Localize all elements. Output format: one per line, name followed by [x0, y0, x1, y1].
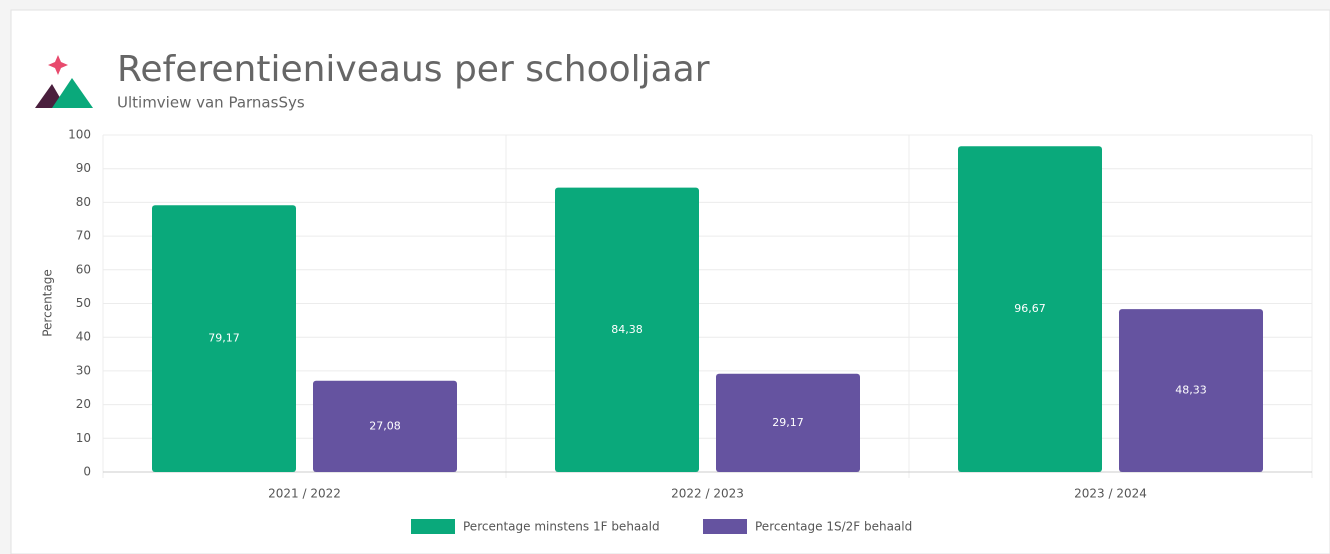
bar: [1119, 309, 1263, 472]
y-tick-label: 0: [83, 465, 91, 479]
y-tick-label: 90: [76, 161, 91, 175]
value-label: 96,67: [1014, 302, 1046, 315]
logo: [35, 55, 93, 108]
value-label: 48,33: [1175, 384, 1207, 397]
value-label: 29,17: [772, 416, 804, 429]
value-label: 27,08: [369, 419, 401, 432]
y-tick-label: 60: [76, 262, 91, 276]
bar: [313, 380, 457, 472]
y-tick-label: 80: [76, 195, 91, 209]
y-tick-label: 40: [76, 330, 91, 344]
y-tick-label: 20: [76, 397, 91, 411]
y-tick-label: 10: [76, 431, 91, 445]
y-tick-label: 30: [76, 363, 91, 377]
y-axis-label: Percentage: [41, 269, 55, 337]
bar: [716, 373, 860, 472]
bar: [152, 205, 296, 473]
y-tick-label: 100: [68, 128, 91, 142]
logo-mountain-green: [52, 78, 93, 108]
legend-swatch: [703, 519, 747, 534]
legend-label: Percentage minstens 1F behaald: [463, 520, 660, 534]
bar: [958, 146, 1102, 472]
value-label: 84,38: [611, 323, 643, 336]
logo-star: [48, 55, 68, 75]
legend-label: Percentage 1S/2F behaald: [755, 520, 912, 534]
y-tick-label: 50: [76, 296, 91, 310]
x-tick-label: 2023 / 2024: [1074, 487, 1147, 501]
chart-subtitle: Ultimview van ParnasSys: [117, 94, 305, 112]
legend-swatch: [411, 519, 455, 534]
value-label: 79,17: [208, 332, 240, 345]
bar: [555, 187, 699, 472]
y-tick-label: 70: [76, 229, 91, 243]
x-tick-label: 2022 / 2023: [671, 487, 744, 501]
chart-title: Referentieniveaus per schooljaar: [117, 49, 710, 90]
x-tick-label: 2021 / 2022: [268, 487, 341, 501]
